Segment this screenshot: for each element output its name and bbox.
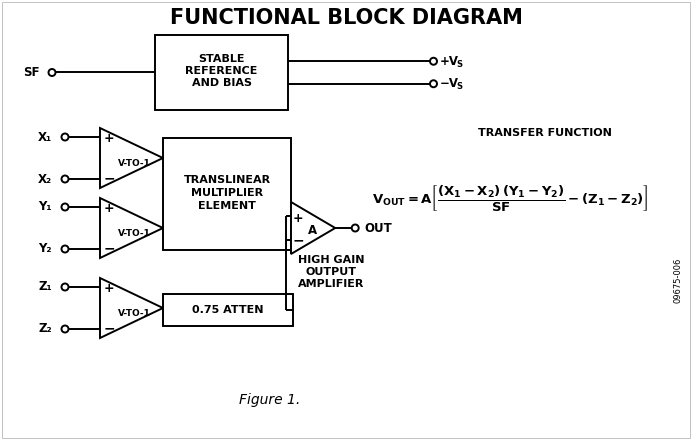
Text: −V: −V	[440, 77, 459, 90]
Polygon shape	[100, 128, 163, 188]
Text: AND BIAS: AND BIAS	[192, 77, 251, 88]
Polygon shape	[100, 278, 163, 338]
Text: +: +	[104, 282, 114, 294]
Text: −: −	[103, 321, 115, 335]
Text: REFERENCE: REFERENCE	[185, 66, 257, 76]
Text: Z₂: Z₂	[38, 323, 52, 335]
Circle shape	[62, 326, 69, 333]
Text: 0.75 ATTEN: 0.75 ATTEN	[192, 305, 264, 315]
Text: STABLE: STABLE	[198, 54, 245, 63]
Text: 09675-006: 09675-006	[673, 257, 682, 303]
Text: V-TO-1: V-TO-1	[118, 158, 151, 168]
Text: −: −	[103, 171, 115, 185]
Text: SF: SF	[24, 66, 40, 79]
Text: X₁: X₁	[38, 131, 52, 143]
Text: FUNCTIONAL BLOCK DIAGRAM: FUNCTIONAL BLOCK DIAGRAM	[170, 8, 522, 28]
Text: AMPLIFIER: AMPLIFIER	[298, 279, 364, 289]
Circle shape	[430, 80, 437, 87]
Bar	[163, 138, 291, 250]
Text: +: +	[293, 212, 303, 224]
Text: S: S	[456, 60, 462, 69]
Text: $\mathbf{V_{OUT} = A\left[\dfrac{(X_1 - X_2)\,(Y_1 - Y_2)}{SF} - (Z_1 - Z_2)\rig: $\mathbf{V_{OUT} = A\left[\dfrac{(X_1 - …	[372, 183, 648, 213]
Text: HIGH GAIN: HIGH GAIN	[298, 255, 364, 265]
Circle shape	[62, 283, 69, 290]
Text: −: −	[103, 241, 115, 255]
Text: +: +	[104, 202, 114, 214]
Polygon shape	[100, 198, 163, 258]
Text: Y₁: Y₁	[39, 201, 52, 213]
Text: V-TO-1: V-TO-1	[118, 308, 151, 318]
Polygon shape	[291, 202, 335, 254]
Circle shape	[352, 224, 358, 231]
Text: MULTIPLIER: MULTIPLIER	[191, 188, 263, 198]
Circle shape	[62, 133, 69, 140]
Circle shape	[48, 69, 55, 76]
Text: OUT: OUT	[364, 221, 392, 235]
Text: S: S	[456, 82, 462, 91]
Text: X₂: X₂	[38, 172, 52, 186]
Circle shape	[62, 176, 69, 183]
Text: Z₁: Z₁	[38, 281, 52, 293]
Circle shape	[62, 246, 69, 253]
Text: Y₂: Y₂	[39, 242, 52, 256]
Text: TRANSFER FUNCTION: TRANSFER FUNCTION	[478, 128, 612, 138]
Text: A: A	[309, 224, 318, 238]
Text: +: +	[104, 132, 114, 144]
Bar	[163, 294, 293, 326]
Text: Figure 1.: Figure 1.	[239, 393, 300, 407]
Circle shape	[62, 203, 69, 210]
Text: TRANSLINEAR: TRANSLINEAR	[183, 175, 271, 185]
Text: ELEMENT: ELEMENT	[198, 201, 256, 211]
Text: OUTPUT: OUTPUT	[305, 267, 356, 277]
Bar	[155, 35, 288, 110]
Text: −: −	[292, 233, 304, 247]
Text: V-TO-1: V-TO-1	[118, 228, 151, 238]
Circle shape	[430, 58, 437, 65]
Text: +V: +V	[440, 55, 459, 68]
